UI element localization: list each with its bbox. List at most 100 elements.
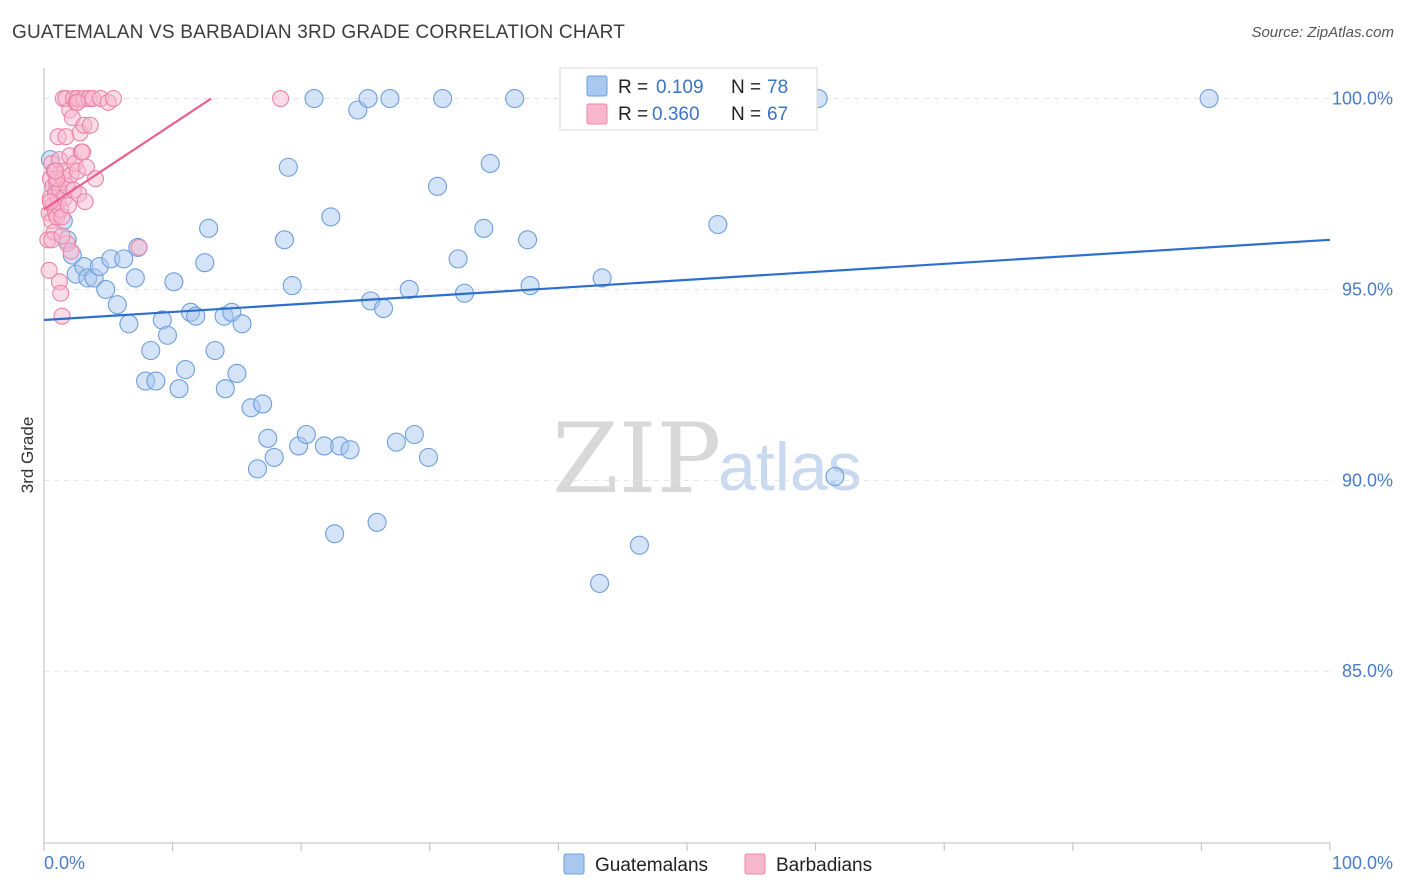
x-tick-label-max: 100.0% [1332, 853, 1393, 873]
guatemalan-point [418, 447, 439, 467]
guatemalan-point [399, 279, 419, 299]
barbadian-point [104, 89, 122, 108]
barbadian-point [53, 307, 71, 325]
guatemalan-point [195, 253, 215, 273]
legend-r-label-2: R = [618, 104, 648, 125]
guatemalan-point [119, 314, 139, 334]
guatemalan-point [164, 272, 184, 292]
gridlines [44, 98, 1330, 672]
legend-n-label-2: N = [731, 104, 761, 125]
guatemalan-point [125, 268, 145, 288]
guatemalan-point [157, 325, 178, 345]
barbadian-point [68, 93, 86, 111]
guatemalan-point [517, 230, 538, 250]
x-axis-ticks [43, 843, 1331, 851]
guatemalan-point [205, 340, 225, 361]
guatemalan-point [427, 176, 448, 196]
y-tick-label: 95.0% [1342, 279, 1393, 299]
barbadian-point [40, 261, 58, 279]
barbadians-trend-line [43, 97, 212, 211]
guatemalan-point [474, 218, 494, 238]
guatemalan-point [141, 340, 161, 361]
barbadian-point [77, 158, 95, 176]
guatemalan-point [520, 276, 540, 296]
guatemalan-point [258, 428, 278, 448]
trend-lines [43, 97, 1331, 322]
legend-r-label-1: R = [618, 77, 648, 98]
y-axis-label: 3rd Grade [18, 417, 37, 494]
barbadian-point [81, 116, 99, 134]
barbadian-point [53, 227, 71, 245]
watermark-atlas: atlas [718, 429, 862, 505]
bottom-legend-swatch-barbadians [744, 853, 766, 875]
guatemalan-point [340, 440, 360, 460]
legend-n-value-1: 78 [767, 77, 788, 98]
guatemalan-point [321, 207, 341, 227]
barbadian-point [57, 128, 75, 146]
barbadian-point [272, 89, 290, 108]
barbadian-point [76, 193, 94, 211]
legend-n-label-1: N = [731, 77, 761, 98]
barbadian-point [47, 162, 65, 180]
guatemalan-point [96, 279, 116, 299]
guatemalan-point [253, 394, 273, 414]
guatemalan-point [247, 459, 268, 479]
guatemalan-point [264, 447, 284, 467]
guatemalan-point [282, 276, 302, 296]
legend-n-value-2: 67 [767, 104, 788, 125]
barbadian-point [74, 143, 92, 161]
guatemalan-point [825, 466, 845, 487]
bottom-legend-label-guatemalans: Guatemalans [595, 855, 708, 876]
barbadian-point [41, 193, 59, 211]
series-legend: Guatemalans Barbadians [563, 853, 872, 876]
legend-r-value-2: 0.360 [652, 104, 700, 125]
barbadian-point [86, 170, 104, 188]
guatemalan-point [169, 379, 189, 399]
guatemalan-point [380, 88, 400, 109]
guatemalan-point [448, 249, 468, 269]
bottom-legend-swatch-guatemalans [563, 853, 585, 875]
y-tick-label: 85.0% [1342, 661, 1393, 681]
guatemalan-point [107, 295, 127, 315]
guatemalan-point [373, 298, 394, 319]
barbadian-point [59, 196, 77, 214]
guatemalan-point [433, 88, 453, 109]
guatemalan-point [227, 363, 247, 383]
guatemalan-point [629, 535, 649, 555]
y-axis-tick-labels: 100.0% 95.0% 90.0% 85.0% [1332, 89, 1393, 682]
y-tick-label: 90.0% [1342, 470, 1393, 490]
guatemalan-point [325, 524, 345, 544]
guatemalan-point [232, 314, 252, 334]
guatemalan-point [1199, 88, 1219, 109]
guatemalans-trend-line [43, 238, 1331, 322]
barbadians-points [39, 89, 290, 325]
guatemalan-point [590, 573, 610, 593]
guatemalan-point [146, 371, 166, 391]
guatemalan-point [367, 512, 387, 532]
guatemalan-point [708, 214, 728, 235]
guatemalan-point [278, 157, 298, 177]
stats-legend: R = 0.109 N = 78 R = 0.360 N = 67 [559, 67, 818, 131]
guatemalan-point [358, 88, 378, 109]
guatemalan-point [114, 249, 134, 269]
guatemalan-point [175, 360, 196, 380]
guatemalan-point [304, 88, 324, 109]
legend-swatch-guatemalans [586, 75, 608, 97]
guatemalan-point [505, 88, 525, 109]
guatemalan-point [215, 379, 235, 399]
guatemalan-point [404, 424, 424, 445]
guatemalan-point [274, 230, 295, 250]
barbadian-point [52, 284, 70, 302]
source-credit: Source: ZipAtlas.com [1251, 24, 1394, 41]
guatemalans-points [40, 88, 1219, 593]
guatemalan-point [480, 153, 500, 173]
guatemalan-point [592, 268, 612, 288]
barbadian-point [130, 238, 148, 256]
chart-title: GUATEMALAN VS BARBADIAN 3RD GRADE CORREL… [12, 22, 626, 43]
x-tick-label-min: 0.0% [44, 853, 85, 873]
guatemalan-point [386, 432, 406, 452]
guatemalan-point [296, 424, 316, 445]
guatemalan-point [199, 218, 219, 238]
legend-r-value-1: 0.109 [656, 77, 704, 98]
